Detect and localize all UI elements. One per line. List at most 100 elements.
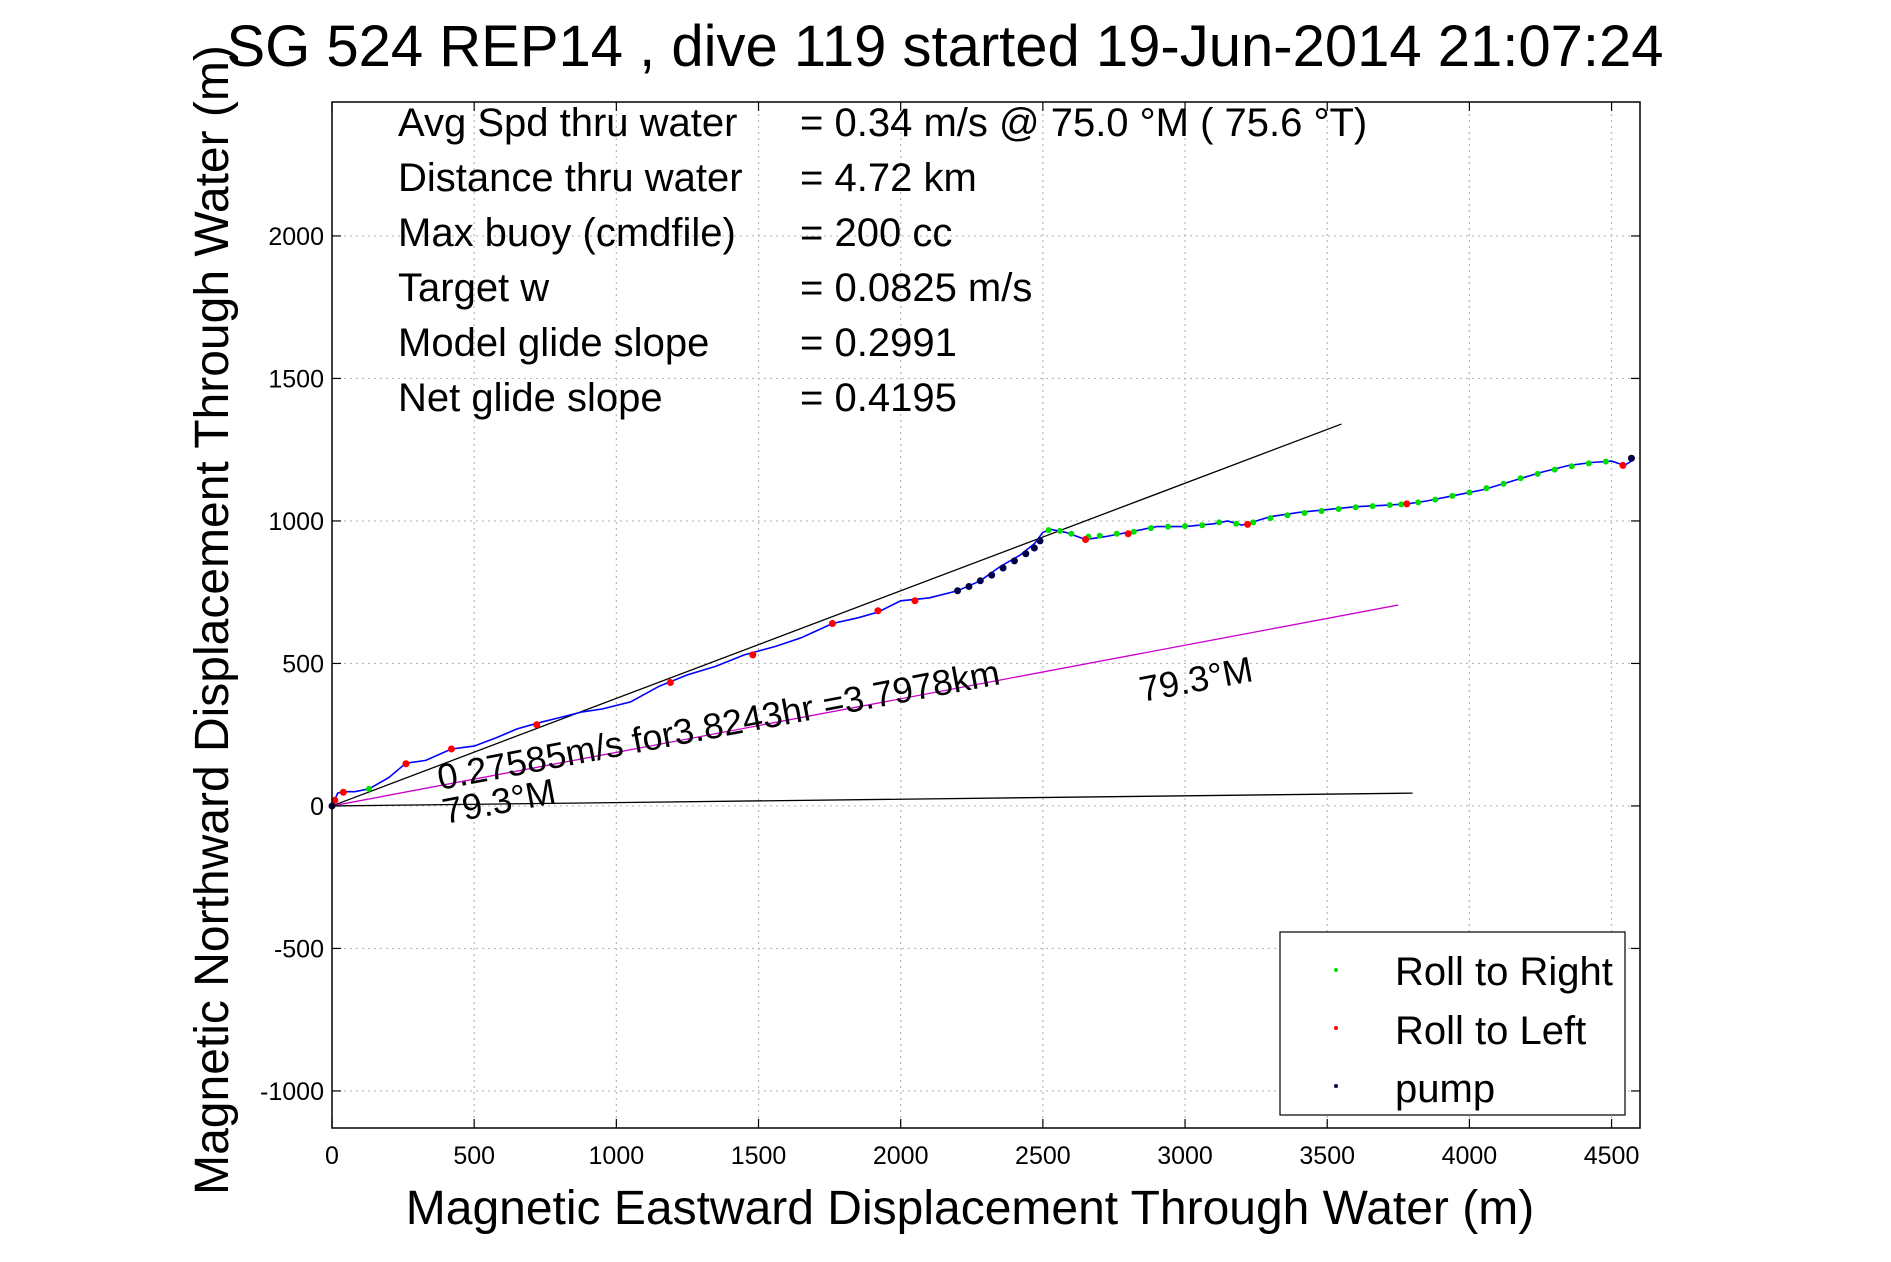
point-roll-to-left — [447, 745, 455, 753]
point-roll-to-left — [828, 620, 836, 628]
point-roll-to-right — [1602, 458, 1609, 465]
point-roll-to-right — [1568, 463, 1575, 470]
y-tick-label: 500 — [282, 650, 324, 678]
info-label: Avg Spd thru water — [398, 101, 737, 145]
info-label: Target w — [398, 266, 549, 310]
point-roll-to-right — [1233, 520, 1240, 527]
info-value: = 0.0825 m/s — [800, 266, 1032, 310]
point-roll-to-right — [1517, 475, 1524, 482]
point-pump — [1627, 454, 1635, 462]
current-line — [331, 604, 1399, 807]
point-roll-to-right — [1045, 527, 1052, 534]
y-tick-label: 2000 — [268, 223, 324, 251]
point-roll-to-right — [1369, 503, 1376, 510]
x-tick-label: 3000 — [1157, 1142, 1213, 1170]
point-roll-to-right — [1216, 519, 1223, 526]
point-roll-to-left — [339, 788, 347, 796]
point-pump — [954, 587, 962, 595]
point-roll-to-left — [1403, 500, 1411, 508]
y-axis-label: Magnetic Northward Displacement Through … — [186, 45, 239, 1195]
point-pump — [1030, 544, 1038, 552]
point-roll-to-right — [1483, 485, 1490, 492]
point-roll-to-right — [1466, 489, 1473, 496]
x-tick-label: 4500 — [1584, 1142, 1640, 1170]
axes-box — [331, 101, 1641, 1129]
x-axis-label: Magnetic Eastward Displacement Through W… — [406, 1182, 1534, 1235]
legend-label-roll-left: Roll to Left — [1395, 1009, 1586, 1053]
point-roll-to-right — [365, 785, 372, 792]
point-roll-to-right — [1352, 504, 1359, 511]
point-roll-to-right — [1147, 525, 1154, 532]
y-tick-label: 0 — [310, 793, 324, 821]
legend-marker-roll-left — [1334, 1026, 1338, 1030]
point-roll-to-left — [1619, 461, 1627, 469]
point-roll-to-right — [1113, 530, 1120, 537]
info-value: = 0.2991 — [800, 321, 957, 365]
point-roll-to-right — [1551, 466, 1558, 473]
point-roll-to-right — [1182, 523, 1189, 530]
point-roll-to-right — [1318, 507, 1325, 514]
point-roll-to-right — [1267, 515, 1274, 522]
heading-line — [331, 423, 1342, 807]
axis-ticks: 0 500 1000 1500 2000 2500 3000 3500 4000 4500 -100… — [260, 102, 1640, 1170]
legend: Roll to Right Roll to Left pump — [1279, 931, 1626, 1116]
point-roll-to-left — [911, 597, 919, 605]
point-roll-to-right — [1130, 528, 1137, 535]
legend-box — [1279, 931, 1626, 1116]
x-tick-label: 2000 — [873, 1142, 929, 1170]
x-tick-label: 1000 — [589, 1142, 645, 1170]
point-roll-to-left — [1244, 520, 1252, 528]
point-pump — [1010, 557, 1018, 565]
info-value: = 0.34 m/s @ 75.0 °M ( 75.6 °T) — [800, 101, 1367, 145]
point-roll-to-left — [402, 760, 410, 768]
point-roll-to-left — [1124, 530, 1132, 538]
point-roll-to-right — [1398, 501, 1405, 508]
y-tick-label: 1000 — [268, 508, 324, 536]
baseline-line — [331, 792, 1413, 807]
y-tick-label: -1000 — [260, 1078, 324, 1106]
info-label: Model glide slope — [398, 321, 709, 365]
legend-label-roll-right: Roll to Right — [1395, 950, 1613, 994]
y-tick-label: 1500 — [268, 365, 324, 393]
point-pump — [965, 583, 973, 590]
dive-summary: Avg Spd thru water = 0.34 m/s @ 75.0 °M … — [398, 101, 1367, 420]
y-tick-label: -500 — [274, 935, 324, 963]
info-value: = 4.72 km — [800, 156, 977, 200]
point-roll-to-right — [1500, 480, 1507, 487]
info-label: Distance thru water — [398, 156, 743, 200]
legend-label-pump: pump — [1395, 1067, 1495, 1111]
point-roll-to-right — [1386, 501, 1393, 508]
point-roll-to-left — [533, 721, 541, 729]
point-roll-to-left — [331, 796, 339, 804]
legend-marker-pump — [1334, 1084, 1338, 1088]
point-pump — [1036, 537, 1044, 545]
point-roll-to-left — [749, 651, 757, 659]
x-tick-label: 0 — [325, 1142, 339, 1170]
current-heading-annotation: 79.3°M — [1136, 648, 1256, 710]
legend-marker-roll-right — [1334, 968, 1338, 972]
point-roll-to-right — [1164, 523, 1171, 530]
point-roll-to-right — [1250, 519, 1257, 526]
point-roll-to-right — [1301, 509, 1308, 516]
point-pump — [988, 571, 996, 579]
point-roll-to-right — [1534, 470, 1541, 477]
x-tick-label: 500 — [453, 1142, 495, 1170]
reference-lines — [331, 423, 1413, 807]
point-pump — [1022, 550, 1030, 558]
point-roll-to-left — [1082, 535, 1090, 543]
point-pump — [999, 564, 1007, 572]
point-roll-to-right — [1415, 499, 1422, 506]
x-tick-label: 3500 — [1299, 1142, 1355, 1170]
point-roll-to-right — [1335, 505, 1342, 512]
point-roll-to-right — [1056, 527, 1063, 534]
point-roll-to-left — [666, 679, 674, 687]
point-roll-to-right — [1284, 512, 1291, 519]
grid-lines — [331, 102, 1640, 1128]
info-label: Max buoy (cmdfile) — [398, 211, 736, 255]
point-roll-to-right — [1585, 460, 1592, 467]
point-roll-to-right — [1096, 532, 1103, 539]
point-roll-to-right — [1449, 492, 1456, 499]
point-roll-to-right — [1432, 496, 1439, 503]
x-tick-label: 1500 — [731, 1142, 787, 1170]
